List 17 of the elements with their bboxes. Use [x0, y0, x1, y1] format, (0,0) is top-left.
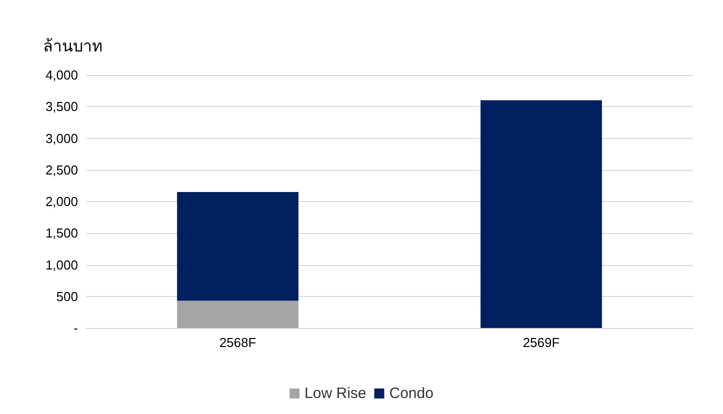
- y-tick-label: 2,000: [45, 194, 78, 209]
- x-tick-label: 2569F: [522, 335, 560, 350]
- bar: [177, 300, 298, 328]
- y-tick-label: 3,500: [45, 99, 78, 114]
- bar: [480, 100, 602, 328]
- x-tick-label: 2568F: [219, 335, 256, 350]
- y-tick-label: 4,000: [45, 68, 78, 82]
- y-tick-label: 1,500: [45, 226, 78, 241]
- y-axis-title: ล้านบาท: [43, 38, 103, 56]
- y-tick-label: -: [74, 320, 78, 336]
- y-tick-label: 3,000: [45, 130, 78, 146]
- legend-label: Condo: [389, 385, 434, 402]
- legend-label: Low Rise: [304, 385, 366, 402]
- bar: [177, 192, 298, 301]
- y-tick-label: 1,000: [45, 257, 78, 272]
- y-tick-label: 500: [56, 288, 78, 304]
- y-tick-label: 2,500: [45, 162, 78, 178]
